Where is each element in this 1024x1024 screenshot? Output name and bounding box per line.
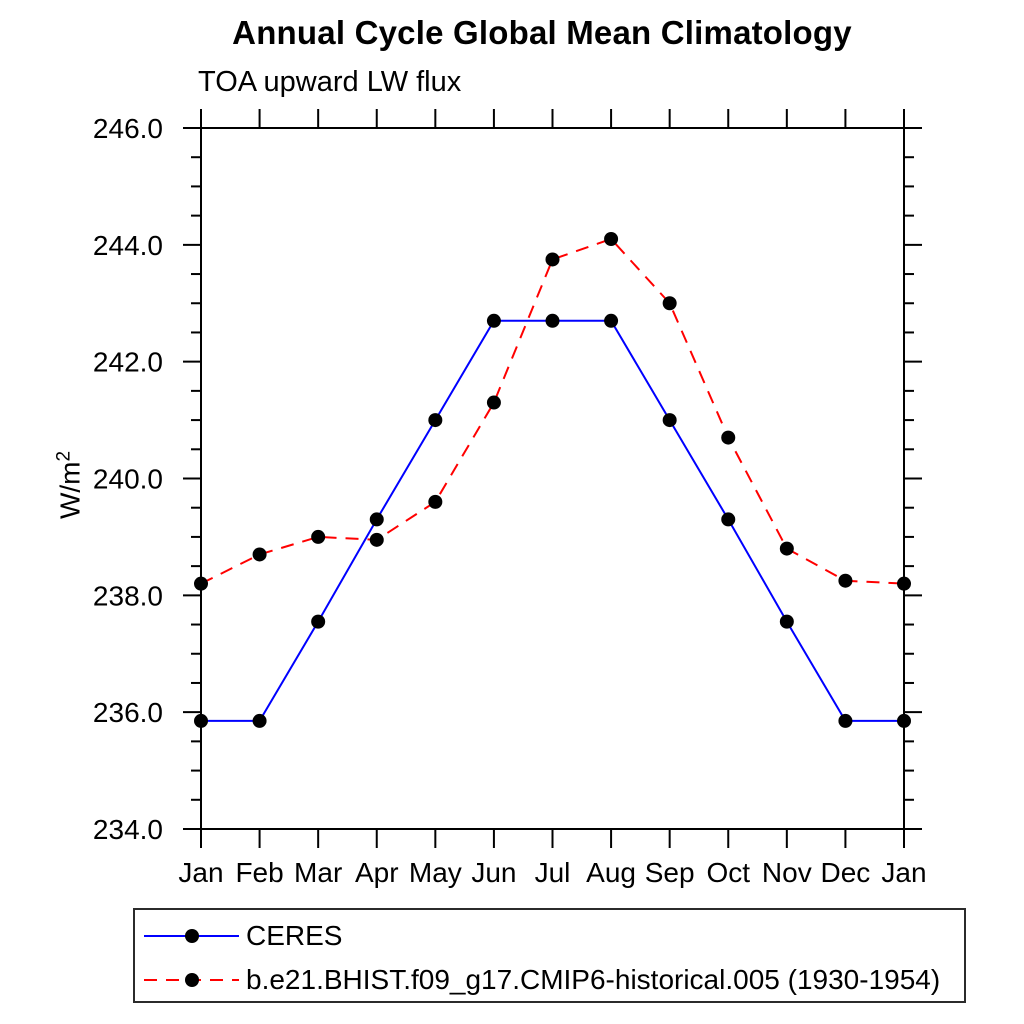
data-point-marker-series-1 bbox=[545, 252, 560, 267]
x-tick-label: Apr bbox=[355, 857, 399, 888]
data-point-marker-series-1 bbox=[838, 573, 853, 588]
y-tick-label: 236.0 bbox=[93, 697, 163, 728]
legend-item-model: b.e21.BHIST.f09_g17.CMIP6-historical.005… bbox=[142, 964, 941, 995]
data-point-marker-series-1 bbox=[428, 494, 443, 509]
x-tick-label: Nov bbox=[762, 857, 812, 888]
data-point-marker-series-0 bbox=[252, 713, 267, 728]
series-line-1 bbox=[200, 237, 905, 585]
legend-box: CERES b.e21.BHIST.f09_g17.CMIP6-historic… bbox=[133, 908, 966, 1003]
data-point-marker-series-0 bbox=[662, 413, 677, 428]
x-tick-label: Jan bbox=[178, 857, 223, 888]
legend-swatch-ceres bbox=[144, 929, 239, 943]
legend-swatch-model bbox=[144, 973, 239, 987]
data-point-marker-series-1 bbox=[779, 541, 794, 556]
x-tick-label: May bbox=[409, 857, 462, 888]
chart-subtitle: TOA upward LW flux bbox=[198, 66, 462, 98]
legend-marker-sample bbox=[185, 973, 199, 987]
series-line-0 bbox=[201, 319, 904, 722]
x-tick-label: Jul bbox=[535, 857, 571, 888]
chart-title: Annual Cycle Global Mean Climatology bbox=[232, 14, 852, 51]
y-tick-label: 234.0 bbox=[93, 814, 163, 845]
x-tick-label: Mar bbox=[294, 857, 342, 888]
x-tick-label: Jan bbox=[881, 857, 926, 888]
data-point-marker-series-1 bbox=[897, 576, 911, 591]
data-point-marker-series-0 bbox=[838, 713, 853, 728]
data-point-marker-series-1 bbox=[486, 395, 501, 410]
data-point-marker-series-0 bbox=[604, 313, 619, 328]
y-tick-label: 238.0 bbox=[93, 580, 163, 611]
data-point-marker-series-1 bbox=[369, 532, 384, 547]
legend-marker-sample bbox=[185, 929, 199, 943]
x-tick-label: Aug bbox=[586, 857, 636, 888]
data-point-marker-series-1 bbox=[311, 529, 326, 544]
data-point-marker-series-0 bbox=[545, 313, 560, 328]
data-point-marker-series-0 bbox=[311, 614, 326, 629]
data-point-marker-series-0 bbox=[897, 713, 911, 728]
data-point-marker-series-0 bbox=[779, 614, 794, 629]
y-tick-label: 244.0 bbox=[93, 230, 163, 261]
data-point-marker-series-1 bbox=[604, 231, 619, 246]
x-tick-label: Jun bbox=[471, 857, 516, 888]
data-point-marker-series-1 bbox=[662, 296, 677, 311]
data-point-marker-series-1 bbox=[194, 576, 208, 591]
data-point-marker-series-1 bbox=[252, 547, 267, 562]
y-tick-label: 242.0 bbox=[93, 347, 163, 378]
data-point-marker-series-0 bbox=[428, 413, 443, 428]
data-point-marker-series-1 bbox=[721, 430, 736, 445]
data-point-marker-series-0 bbox=[369, 512, 384, 527]
x-tick-label: Feb bbox=[235, 857, 283, 888]
legend-label-ceres: CERES bbox=[246, 920, 343, 951]
y-tick-label: 246.0 bbox=[93, 113, 163, 144]
data-point-marker-series-0 bbox=[721, 512, 736, 527]
x-tick-label: Sep bbox=[645, 857, 695, 888]
y-tick-label: 240.0 bbox=[93, 464, 163, 495]
legend-item-ceres: CERES bbox=[142, 920, 343, 951]
legend-label-model: b.e21.BHIST.f09_g17.CMIP6-historical.005… bbox=[246, 964, 941, 995]
x-tick-label: Oct bbox=[706, 857, 750, 888]
x-tick-label: Dec bbox=[821, 857, 871, 888]
data-point-marker-series-0 bbox=[194, 713, 208, 728]
data-point-marker-series-0 bbox=[486, 313, 501, 328]
